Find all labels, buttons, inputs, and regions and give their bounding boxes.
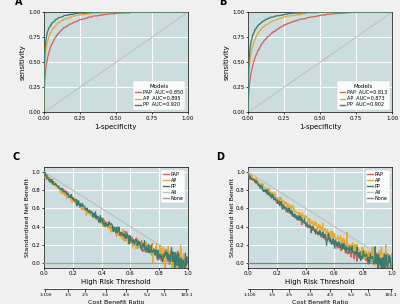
Legend: PAP  AUC=0.813, AP  AUC=0.873, PP  AUC=0.902: PAP AUC=0.813, AP AUC=0.873, PP AUC=0.90…: [337, 81, 390, 110]
Y-axis label: sensitivity: sensitivity: [20, 44, 26, 80]
Legend: PAP  AUC=0.850, AP  AUC=0.895, PP  AUC=0.920: PAP AUC=0.850, AP AUC=0.895, PP AUC=0.92…: [133, 81, 185, 110]
Y-axis label: sensitivity: sensitivity: [224, 44, 230, 80]
X-axis label: High Risk Threshold: High Risk Threshold: [81, 279, 151, 285]
Text: C: C: [12, 152, 20, 162]
X-axis label: High Risk Threshold: High Risk Threshold: [285, 279, 355, 285]
Y-axis label: Standardized Net Benefit: Standardized Net Benefit: [25, 178, 30, 257]
Legend: PAP, AP, PP, All, None: PAP, AP, PP, All, None: [366, 170, 390, 202]
Text: A: A: [15, 0, 23, 7]
X-axis label: 1-specificity: 1-specificity: [299, 123, 341, 130]
X-axis label: 1-specificity: 1-specificity: [95, 123, 137, 130]
Y-axis label: Standardized Net Benefit: Standardized Net Benefit: [230, 178, 234, 257]
Text: D: D: [216, 152, 224, 162]
X-axis label: Cost Benefit Ratio: Cost Benefit Ratio: [292, 300, 348, 304]
X-axis label: Cost Benefit Ratio: Cost Benefit Ratio: [88, 300, 144, 304]
Legend: PAP, AP, PP, All, None: PAP, AP, PP, All, None: [161, 170, 185, 202]
Text: B: B: [220, 0, 227, 7]
